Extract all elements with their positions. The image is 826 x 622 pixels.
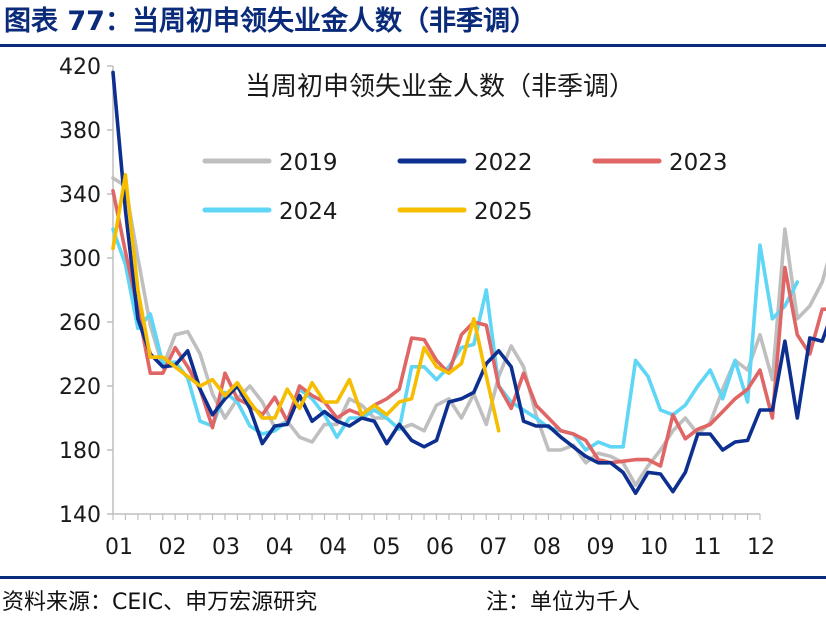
series-line-2022 — [111, 70, 826, 496]
y-tick-label: 260 — [59, 311, 101, 336]
title-rule — [0, 44, 826, 47]
x-tick-label: 05 — [373, 535, 401, 560]
x-tick-label: 07 — [480, 535, 508, 560]
footer-rule — [0, 576, 826, 579]
legend-label-2023: 2023 — [669, 150, 728, 176]
x-tick-label: 02 — [159, 535, 187, 560]
figure-title: 图表 77：当周初申领失业金人数（非季调） — [4, 6, 537, 37]
x-tick-label: 04 — [266, 535, 294, 560]
y-tick-label: 420 — [59, 55, 101, 80]
chart-title: 当周初申领失业金人数（非季调） — [245, 72, 635, 102]
series-lines — [111, 70, 826, 496]
x-tick-label: 08 — [533, 535, 561, 560]
x-tick-label: 12 — [747, 535, 775, 560]
legend: 2019 2022 2023 2024 2025 — [202, 150, 728, 225]
x-tick-label: 09 — [587, 535, 615, 560]
x-tick-label: 10 — [640, 535, 668, 560]
unemployment-claims-chart: 140 180 220 260 300 340 380 420 01 02 03 04 04 05 06 07… — [59, 55, 826, 560]
y-tick-label: 140 — [59, 503, 101, 528]
x-tick-label: 03 — [212, 535, 240, 560]
x-tick-label: 04 — [319, 535, 347, 560]
legend-label-2025: 2025 — [474, 199, 533, 225]
legend-label-2022: 2022 — [474, 150, 533, 176]
x-tick-label: 06 — [426, 535, 454, 560]
x-tick-label: 01 — [105, 535, 133, 560]
x-tick-label: 11 — [694, 535, 722, 560]
y-tick-label: 220 — [59, 375, 101, 400]
series-line-2025 — [111, 173, 501, 433]
source-note: 资料来源：CEIC、申万宏源研究 — [2, 590, 318, 615]
unit-note: 注：单位为千人 — [486, 590, 641, 615]
legend-label-2024: 2024 — [279, 199, 338, 225]
y-tick-label: 340 — [59, 183, 101, 208]
legend-label-2019: 2019 — [279, 150, 338, 176]
y-tick-label: 300 — [59, 247, 101, 272]
y-tick-label: 180 — [59, 439, 101, 464]
y-tick-label: 380 — [59, 119, 101, 144]
axes: 140 180 220 260 300 340 380 420 01 02 03 04 04 05 06 07… — [59, 55, 775, 560]
